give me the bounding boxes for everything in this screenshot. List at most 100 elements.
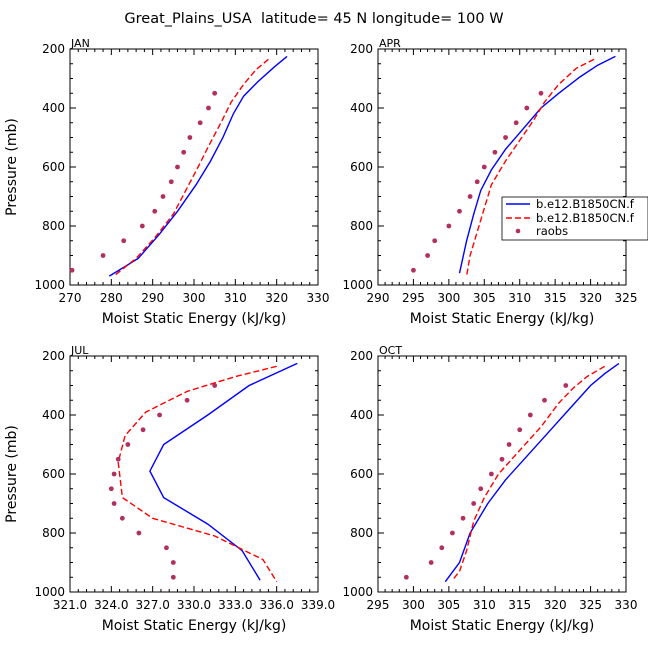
panel-title: APR: [379, 37, 401, 50]
y-axis-label: Pressure (mb): [4, 118, 20, 216]
raobs-point: [503, 135, 508, 140]
x-tick-label: 333.0: [218, 598, 252, 612]
raobs-point: [168, 179, 174, 185]
panel-title: JAN: [70, 37, 90, 50]
y-tick-label: 200: [350, 42, 373, 56]
raobs-point: [170, 560, 176, 565]
y-tick-label: 600: [350, 467, 373, 481]
x-axis-label: Moist Static Energy (kJ/kg): [410, 618, 595, 634]
raobs-point: [212, 90, 218, 96]
raobs-point: [160, 194, 166, 199]
y-tick-label: 200: [350, 349, 373, 363]
plot-frame: [69, 355, 319, 593]
x-tick-label: 325: [579, 598, 602, 612]
x-tick-label: 310: [473, 598, 496, 612]
y-tick-label: 400: [42, 101, 65, 115]
raobs-point: [563, 383, 569, 388]
raobs-point: [152, 208, 158, 214]
raobs-point: [115, 456, 121, 462]
raobs-point: [527, 412, 533, 418]
raobs-point: [467, 194, 473, 199]
x-tick-label: 270: [59, 291, 82, 305]
raobs-point: [499, 456, 505, 462]
model-line-solid: [458, 55, 616, 274]
x-tick-label: 320: [579, 291, 602, 305]
raobs-point: [184, 397, 190, 403]
panel-apr: 290 295 300 305 310 315 320 325 200 400 600 800 1000…: [342, 37, 637, 327]
panels-group: 270 280 290 300 310 320 330 200 400 600 800 1000 JAN…: [4, 37, 637, 634]
raobs-point: [492, 149, 498, 155]
y-tick-label: 1000: [34, 278, 65, 292]
raobs-point: [542, 397, 547, 403]
raobs-point: [457, 208, 462, 214]
y-axis-label: Pressure (mb): [4, 425, 20, 523]
legend-entry: b.e12.B1850CN.f: [536, 197, 635, 211]
raobs-point: [181, 149, 187, 155]
y-tick-label: 1000: [342, 278, 373, 292]
x-tick-label: 305: [473, 291, 496, 305]
y-tick-label: 800: [42, 526, 65, 540]
raobs-point: [446, 223, 452, 229]
model-line-solid: [444, 362, 620, 583]
raobs-point: [139, 223, 145, 229]
x-tick-label: 290: [367, 291, 390, 305]
y-tick-label: 800: [350, 526, 373, 540]
x-tick-label: 315: [508, 598, 531, 612]
raobs-point: [517, 427, 523, 433]
y-tick-label: 600: [350, 160, 373, 174]
legend-entry: b.e12.B1850CN.f: [536, 211, 635, 225]
raobs-point: [187, 135, 193, 140]
model-line-solid: [108, 55, 288, 277]
x-tick-label: 300: [183, 291, 206, 305]
raobs-point: [524, 105, 530, 111]
raobs-point: [460, 515, 466, 521]
raobs-point: [425, 253, 430, 258]
raobs-point: [538, 90, 544, 96]
x-tick-label: 320: [265, 291, 288, 305]
raobs-point: [100, 253, 106, 258]
raobs-point: [481, 164, 487, 170]
y-tick-label: 400: [42, 408, 65, 422]
panel-oct: 295 300 305 310 315 320 325 330 200 400 600 800 1000…: [342, 344, 637, 634]
y-tick-label: 800: [42, 219, 65, 233]
raobs-point: [111, 471, 117, 477]
x-axis-label: Moist Static Energy (kJ/kg): [102, 618, 287, 634]
raobs-point: [121, 238, 127, 244]
y-tick-label: 400: [350, 101, 373, 115]
x-tick-label: 330.0: [177, 598, 211, 612]
panel-jul: 321.0 324.0 327.0 330.0 333.0 336.0 339.0 200 40…: [4, 344, 335, 634]
y-tick-label: 200: [42, 42, 65, 56]
x-tick-label: 290: [141, 291, 164, 305]
x-tick-label: 324.0: [94, 598, 128, 612]
x-tick-label: 327.0: [135, 598, 169, 612]
x-tick-label: 325: [615, 291, 638, 305]
x-tick-label: 280: [100, 291, 123, 305]
legend-swatch-dots: [515, 228, 521, 234]
raobs-point: [206, 105, 211, 111]
raobs-point: [513, 120, 519, 126]
chart-title: Great_Plains_USA latitude= 45 N longitud…: [124, 11, 503, 27]
y-tick-label: 600: [42, 467, 65, 481]
raobs-point: [439, 545, 445, 551]
legend-entry: raobs: [536, 224, 568, 238]
plot-frame: [69, 48, 319, 286]
raobs-point: [170, 574, 176, 580]
plot-frame: [377, 355, 627, 593]
raobs-point: [197, 120, 203, 126]
raobs-point: [488, 471, 494, 477]
raobs-point: [119, 515, 125, 521]
raobs-point: [140, 427, 146, 433]
y-tick-label: 1000: [34, 585, 65, 599]
raobs-point: [136, 530, 142, 536]
model-line-dashed: [117, 365, 278, 583]
x-tick-label: 330: [307, 291, 330, 305]
y-tick-label: 1000: [342, 585, 373, 599]
legend: b.e12.B1850CN.f b.e12.B1850CN.f raobs: [501, 196, 648, 241]
raobs-point: [111, 501, 117, 506]
raobs-point: [69, 267, 75, 273]
raobs-point: [108, 486, 114, 492]
raobs-point: [403, 574, 409, 580]
raobs-point: [432, 238, 438, 244]
raobs-point: [450, 530, 455, 536]
